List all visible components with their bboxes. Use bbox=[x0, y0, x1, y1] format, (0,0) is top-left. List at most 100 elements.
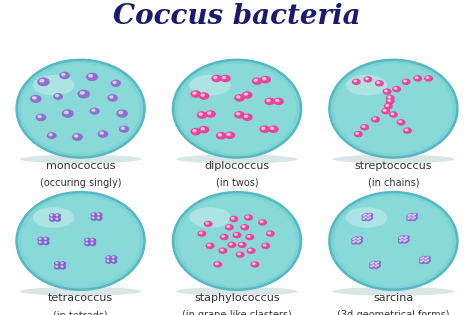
Circle shape bbox=[358, 237, 363, 240]
Circle shape bbox=[40, 79, 44, 82]
Circle shape bbox=[357, 238, 359, 240]
Circle shape bbox=[54, 94, 62, 99]
Circle shape bbox=[422, 260, 426, 262]
Circle shape bbox=[354, 80, 356, 82]
Ellipse shape bbox=[346, 207, 387, 228]
Circle shape bbox=[56, 266, 58, 267]
Circle shape bbox=[369, 214, 371, 215]
Circle shape bbox=[382, 109, 390, 114]
Circle shape bbox=[384, 90, 387, 92]
Circle shape bbox=[112, 257, 114, 258]
Circle shape bbox=[427, 257, 428, 258]
Ellipse shape bbox=[17, 60, 145, 158]
Circle shape bbox=[357, 242, 359, 243]
Circle shape bbox=[352, 241, 356, 244]
Circle shape bbox=[402, 79, 410, 84]
Circle shape bbox=[407, 215, 411, 218]
Ellipse shape bbox=[20, 155, 141, 163]
Circle shape bbox=[117, 110, 127, 117]
Circle shape bbox=[413, 216, 418, 219]
Circle shape bbox=[375, 81, 383, 86]
Circle shape bbox=[407, 218, 411, 220]
Circle shape bbox=[355, 240, 356, 241]
Circle shape bbox=[409, 216, 413, 219]
Circle shape bbox=[356, 132, 358, 134]
Circle shape bbox=[369, 214, 373, 216]
Circle shape bbox=[422, 260, 424, 261]
Circle shape bbox=[274, 98, 283, 104]
Circle shape bbox=[410, 217, 411, 218]
Circle shape bbox=[400, 241, 401, 242]
Circle shape bbox=[204, 221, 212, 226]
Circle shape bbox=[408, 215, 409, 216]
Circle shape bbox=[243, 114, 252, 120]
Circle shape bbox=[80, 92, 84, 94]
Circle shape bbox=[243, 92, 252, 98]
Circle shape bbox=[55, 262, 60, 265]
Circle shape bbox=[39, 242, 41, 243]
Circle shape bbox=[201, 128, 204, 130]
Circle shape bbox=[249, 249, 251, 251]
Circle shape bbox=[376, 264, 380, 267]
Circle shape bbox=[89, 75, 92, 77]
Circle shape bbox=[55, 214, 60, 218]
Circle shape bbox=[363, 215, 365, 216]
Circle shape bbox=[426, 260, 430, 262]
Circle shape bbox=[393, 87, 401, 92]
Circle shape bbox=[267, 99, 270, 101]
Circle shape bbox=[206, 243, 214, 248]
Circle shape bbox=[356, 241, 361, 244]
Circle shape bbox=[246, 235, 254, 240]
Text: (in tetrads): (in tetrads) bbox=[53, 310, 108, 315]
Circle shape bbox=[237, 252, 244, 257]
Circle shape bbox=[377, 82, 380, 83]
Circle shape bbox=[361, 125, 368, 130]
Circle shape bbox=[225, 132, 235, 138]
Circle shape bbox=[268, 232, 271, 234]
Text: (in grape-like clasters): (in grape-like clasters) bbox=[182, 310, 292, 315]
Circle shape bbox=[107, 257, 109, 258]
Circle shape bbox=[372, 117, 379, 122]
Circle shape bbox=[237, 113, 240, 115]
Circle shape bbox=[121, 127, 124, 129]
Circle shape bbox=[365, 78, 368, 79]
Circle shape bbox=[56, 215, 58, 216]
Circle shape bbox=[98, 217, 100, 218]
Circle shape bbox=[99, 131, 108, 137]
Circle shape bbox=[370, 262, 374, 265]
Circle shape bbox=[92, 109, 95, 111]
Circle shape bbox=[91, 217, 97, 220]
Circle shape bbox=[354, 237, 358, 240]
Circle shape bbox=[228, 242, 236, 247]
Text: (occuring singly): (occuring singly) bbox=[40, 178, 121, 188]
Circle shape bbox=[92, 217, 94, 218]
Circle shape bbox=[391, 113, 394, 115]
Circle shape bbox=[420, 258, 422, 259]
Circle shape bbox=[271, 127, 273, 129]
Circle shape bbox=[376, 261, 380, 264]
Circle shape bbox=[262, 243, 270, 248]
Ellipse shape bbox=[333, 155, 454, 163]
Circle shape bbox=[377, 262, 378, 263]
Circle shape bbox=[50, 214, 55, 218]
Circle shape bbox=[244, 93, 247, 95]
Circle shape bbox=[401, 239, 403, 240]
Ellipse shape bbox=[20, 287, 141, 296]
Text: (in chains): (in chains) bbox=[368, 178, 419, 188]
Circle shape bbox=[383, 110, 386, 111]
Circle shape bbox=[235, 233, 237, 235]
Circle shape bbox=[369, 216, 373, 219]
Circle shape bbox=[372, 264, 376, 267]
Circle shape bbox=[197, 112, 207, 118]
Circle shape bbox=[411, 218, 416, 220]
Circle shape bbox=[359, 240, 361, 241]
Circle shape bbox=[45, 238, 46, 239]
Circle shape bbox=[413, 214, 418, 216]
Circle shape bbox=[85, 242, 90, 245]
Circle shape bbox=[55, 218, 60, 221]
Circle shape bbox=[366, 215, 371, 218]
Circle shape bbox=[97, 217, 102, 220]
Circle shape bbox=[246, 216, 249, 218]
Circle shape bbox=[73, 134, 82, 140]
Circle shape bbox=[241, 225, 248, 230]
